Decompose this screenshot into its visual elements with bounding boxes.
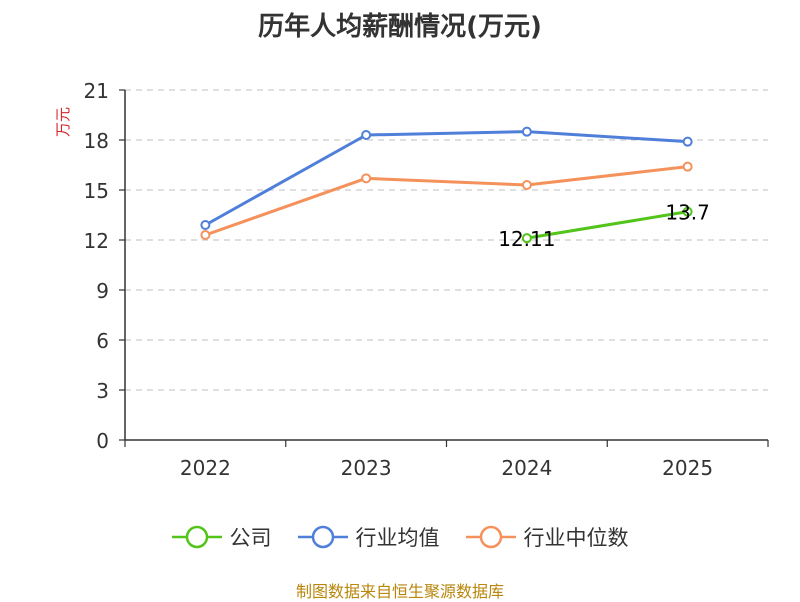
legend-swatch: [297, 525, 348, 549]
y-tick-label: 12: [84, 229, 109, 253]
y-axis-label: 万元: [54, 107, 72, 137]
y-tick-label: 15: [84, 179, 109, 203]
x-tick-label: 2023: [341, 456, 392, 480]
data-point: [200, 230, 211, 240]
legend-label: 行业中位数: [523, 526, 629, 550]
data-label: 12.11: [498, 227, 555, 251]
data-point: [361, 130, 372, 140]
legend-marker: [185, 525, 208, 549]
data-point: [521, 180, 532, 190]
x-tick-label: 2024: [501, 456, 552, 480]
data-point: [682, 161, 693, 172]
legend-item[interactable]: 行业中位数: [465, 522, 629, 552]
legend-swatch: [465, 525, 516, 549]
legend-marker: [479, 525, 502, 549]
x-tick-label: 2022: [180, 456, 231, 480]
legend: 公司 行业均值 行业中位数: [0, 522, 800, 552]
legend-marker: [311, 525, 334, 549]
data-point: [521, 233, 532, 244]
legend-item[interactable]: 公司: [171, 522, 272, 552]
data-point: [521, 126, 532, 137]
data-label: 13.7: [665, 201, 710, 225]
legend-item[interactable]: 行业均值: [297, 522, 440, 552]
series-line: [204, 130, 688, 227]
legend-label: 公司: [229, 526, 272, 550]
data-point: [682, 136, 693, 147]
chart-title: 历年人均薪酬情况(万元): [258, 12, 542, 42]
x-tick-label: 2025: [662, 456, 713, 480]
source-note: 制图数据来自恒生聚源数据库: [295, 582, 504, 601]
y-tick-label: 3: [96, 379, 109, 403]
y-tick-label: 18: [84, 129, 109, 153]
y-tick-label: 21: [84, 79, 109, 103]
series-line: [526, 210, 688, 240]
y-tick-label: 0: [96, 429, 109, 453]
legend-label: 行业均值: [355, 526, 440, 550]
data-point: [682, 206, 693, 217]
series-line: [204, 165, 688, 237]
y-tick-label: 6: [96, 329, 109, 353]
data-point: [361, 173, 372, 184]
y-tick-label: 9: [96, 279, 109, 303]
data-point: [200, 220, 211, 230]
legend-swatch: [171, 525, 222, 549]
